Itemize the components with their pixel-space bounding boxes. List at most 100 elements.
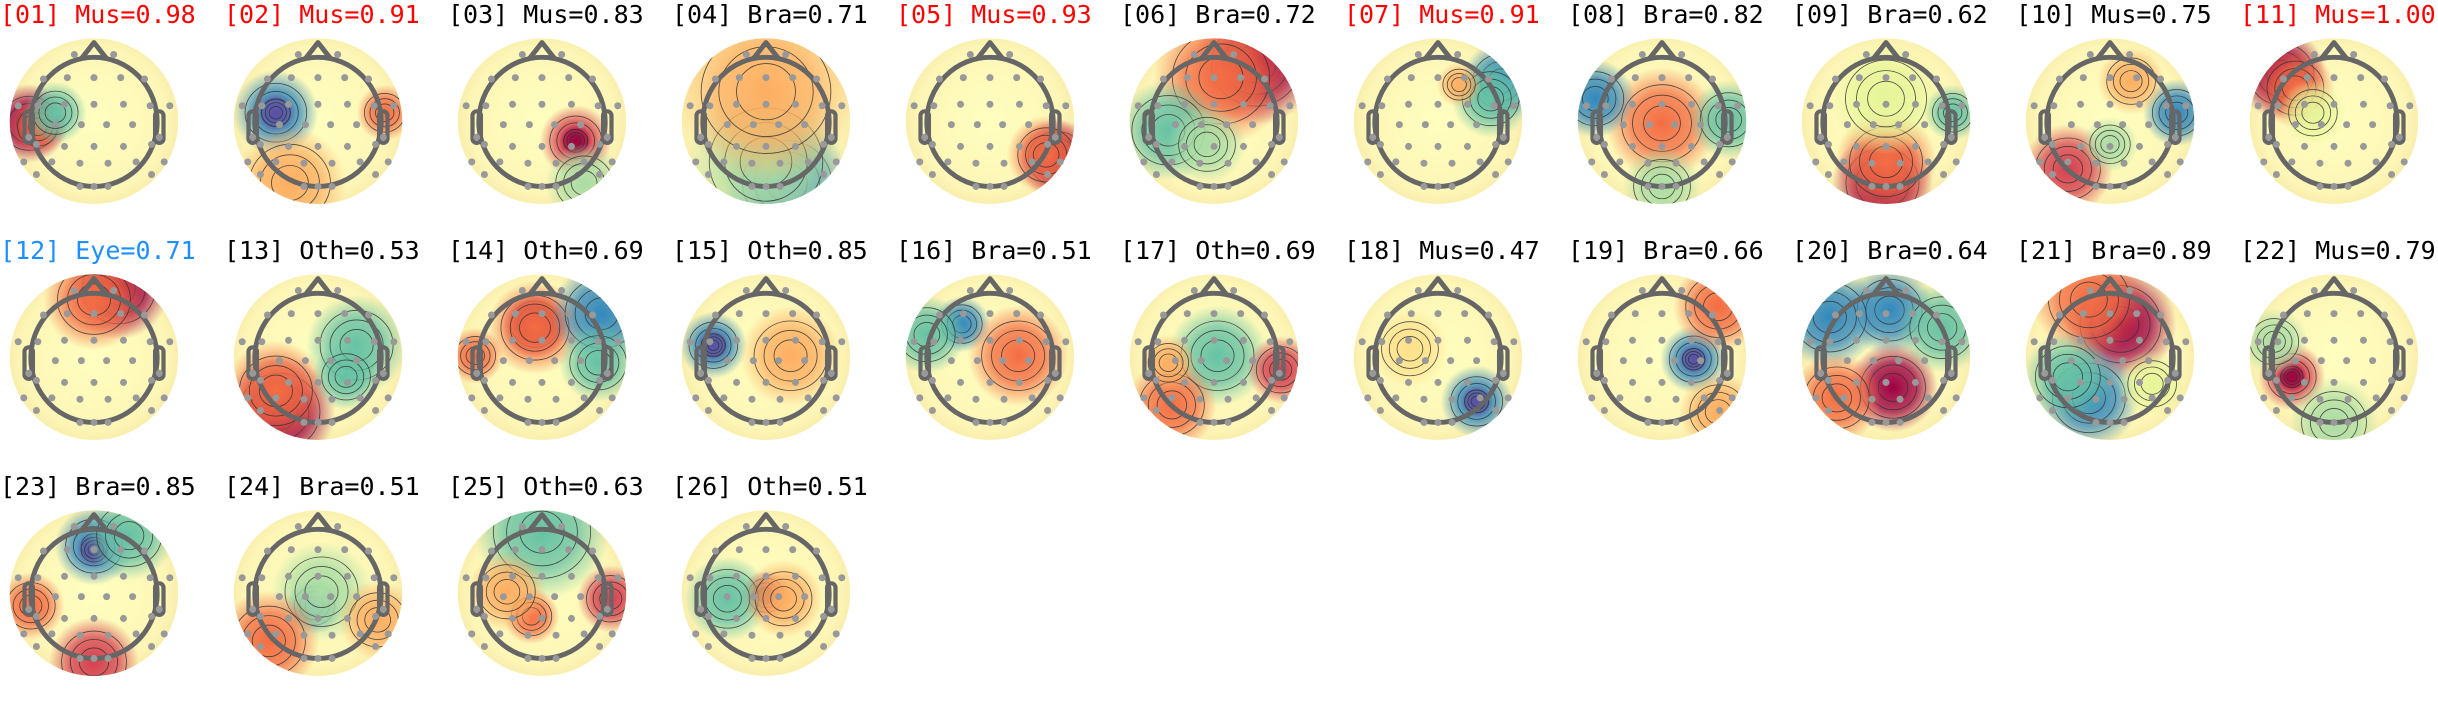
sensor-dots — [1358, 50, 1518, 190]
component-title: [04] Bra=0.71 — [672, 0, 868, 29]
component-title: [19] Bra=0.66 — [1568, 236, 1764, 265]
component-title: [23] Bra=0.85 — [0, 472, 196, 501]
sensor-dots — [1134, 286, 1294, 426]
head-outline — [1814, 276, 1958, 425]
sensor-dots — [238, 522, 398, 662]
component-21: [21] Bra=0.89 — [2016, 236, 2240, 466]
sensor-dots — [2254, 286, 2414, 426]
component-title: [16] Bra=0.51 — [896, 236, 1092, 265]
component-title: [06] Bra=0.72 — [1120, 0, 1316, 29]
component-25: [25] Oth=0.63 — [448, 472, 672, 702]
sensor-dots — [14, 286, 174, 426]
sensor-dots — [686, 522, 846, 662]
component-09: [09] Bra=0.62 — [1792, 0, 2016, 230]
scalp-field — [1129, 38, 1299, 204]
topomap — [454, 268, 630, 440]
component-19: [19] Bra=0.66 — [1568, 236, 1792, 466]
component-title: [22] Mus=0.79 — [2240, 236, 2436, 265]
sensor-dots — [1806, 286, 1966, 426]
component-26: [26] Oth=0.51 — [672, 472, 896, 702]
sensor-dots — [238, 50, 398, 190]
component-15: [15] Oth=0.85 — [672, 236, 896, 466]
sensor-dots — [910, 286, 1070, 426]
sensor-dots — [686, 50, 846, 190]
topomap — [6, 268, 182, 440]
component-06: [06] Bra=0.72 — [1120, 0, 1344, 230]
topomap — [2022, 268, 2198, 440]
component-07: [07] Mus=0.91 — [1344, 0, 1568, 230]
topomap — [2246, 32, 2422, 204]
topomap — [454, 504, 630, 676]
sensor-dots — [1806, 50, 1966, 190]
sensor-dots — [1582, 50, 1742, 190]
component-title: [05] Mus=0.93 — [896, 0, 1092, 29]
sensor-dots — [2030, 50, 2190, 190]
component-02: [02] Mus=0.91 — [224, 0, 448, 230]
component-17: [17] Oth=0.69 — [1120, 236, 1344, 466]
component-title: [24] Bra=0.51 — [224, 472, 420, 501]
component-title: [17] Oth=0.69 — [1120, 236, 1316, 265]
sensor-dots — [238, 286, 398, 426]
component-12: [12] Eye=0.71 — [0, 236, 224, 466]
topomap — [678, 268, 854, 440]
component-04: [04] Bra=0.71 — [672, 0, 896, 230]
topomap — [678, 504, 854, 676]
topomap — [678, 32, 854, 204]
sensor-dots — [14, 50, 174, 190]
sensor-dots — [2030, 286, 2190, 426]
component-20: [20] Bra=0.64 — [1792, 236, 2016, 466]
topomap — [230, 504, 406, 676]
component-08: [08] Bra=0.82 — [1568, 0, 1792, 230]
sensor-dots — [462, 522, 622, 662]
sensor-dots — [462, 50, 622, 190]
component-title: [07] Mus=0.91 — [1344, 0, 1540, 29]
topomap — [1574, 268, 1750, 440]
component-22: [22] Mus=0.79 — [2240, 236, 2438, 466]
component-title: [14] Oth=0.69 — [448, 236, 644, 265]
component-title: [02] Mus=0.91 — [224, 0, 420, 29]
component-03: [03] Mus=0.83 — [448, 0, 672, 230]
component-title: [09] Bra=0.62 — [1792, 0, 1988, 29]
component-13: [13] Oth=0.53 — [224, 236, 448, 466]
topomap — [902, 268, 1078, 440]
component-title: [13] Oth=0.53 — [224, 236, 420, 265]
component-23: [23] Bra=0.85 — [0, 472, 224, 702]
component-10: [10] Mus=0.75 — [2016, 0, 2240, 230]
component-title: [03] Mus=0.83 — [448, 0, 644, 29]
component-title: [25] Oth=0.63 — [448, 472, 644, 501]
topomap — [6, 32, 182, 204]
component-title: [08] Bra=0.82 — [1568, 0, 1764, 29]
component-title: [10] Mus=0.75 — [2016, 0, 2212, 29]
sensor-dots — [1582, 286, 1742, 426]
topomap — [1126, 268, 1302, 440]
sensor-dots — [686, 286, 846, 426]
sensor-dots — [1358, 286, 1518, 426]
component-title: [26] Oth=0.51 — [672, 472, 868, 501]
component-18: [18] Mus=0.47 — [1344, 236, 1568, 466]
topomap — [1126, 32, 1302, 204]
component-title: [20] Bra=0.64 — [1792, 236, 1988, 265]
component-title: [12] Eye=0.71 — [0, 236, 196, 265]
sensor-dots — [462, 286, 622, 426]
sensor-dots — [2254, 50, 2414, 190]
topomap — [2246, 268, 2422, 440]
topomap — [2022, 32, 2198, 204]
component-05: [05] Mus=0.93 — [896, 0, 1120, 230]
topomap — [902, 32, 1078, 204]
sensor-dots — [14, 522, 174, 662]
topomap — [1574, 32, 1750, 204]
component-title: [15] Oth=0.85 — [672, 236, 868, 265]
component-title: [11] Mus=1.00 — [2240, 0, 2436, 29]
component-title: [18] Mus=0.47 — [1344, 236, 1540, 265]
topomap-grid: [01] Mus=0.98 [02] Mus=0.91 [03] Mus=0.83 [… — [0, 0, 2438, 676]
topomap — [1798, 268, 1974, 440]
component-16: [16] Bra=0.51 — [896, 236, 1120, 466]
topomap — [1350, 32, 1526, 204]
component-14: [14] Oth=0.69 — [448, 236, 672, 466]
topomap — [1350, 268, 1526, 440]
topomap — [454, 32, 630, 204]
component-01: [01] Mus=0.98 — [0, 0, 224, 230]
topomap — [230, 268, 406, 440]
sensor-dots — [910, 50, 1070, 190]
topomap — [6, 504, 182, 676]
